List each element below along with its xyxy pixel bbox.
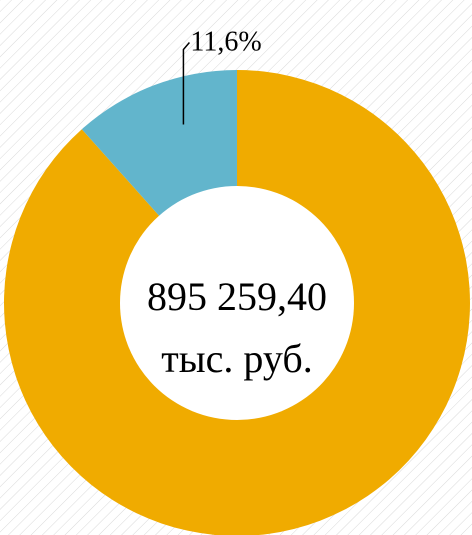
- center-label: тыс. руб.: [161, 336, 312, 381]
- leader-line: [182, 41, 190, 125]
- data-label: 11,6%: [190, 26, 261, 57]
- donut-hole: [120, 186, 354, 420]
- center-label: 895 259,40: [147, 274, 327, 319]
